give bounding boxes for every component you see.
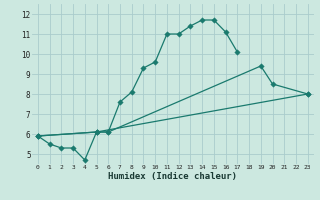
X-axis label: Humidex (Indice chaleur): Humidex (Indice chaleur)	[108, 172, 237, 181]
